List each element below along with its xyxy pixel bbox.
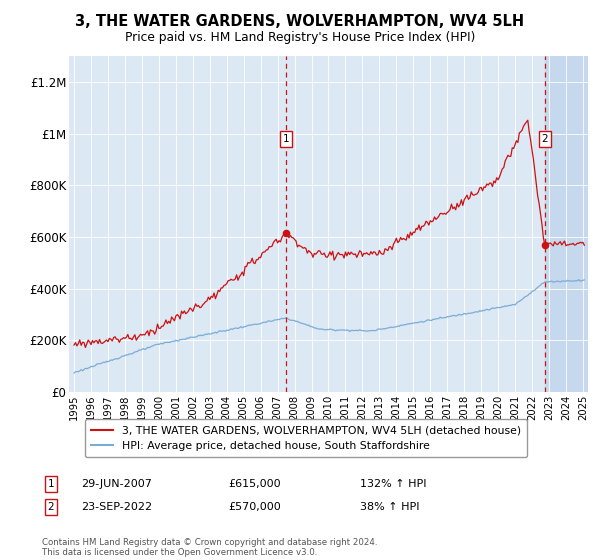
Text: £615,000: £615,000 [228, 479, 281, 489]
Text: 23-SEP-2022: 23-SEP-2022 [81, 502, 152, 512]
Bar [545, 56, 588, 392]
Text: 29-JUN-2007: 29-JUN-2007 [81, 479, 152, 489]
Text: 3, THE WATER GARDENS, WOLVERHAMPTON, WV4 5LH: 3, THE WATER GARDENS, WOLVERHAMPTON, WV4… [76, 14, 524, 29]
Text: 2: 2 [47, 502, 55, 512]
Text: 132% ↑ HPI: 132% ↑ HPI [360, 479, 427, 489]
Text: £570,000: £570,000 [228, 502, 281, 512]
Text: 38% ↑ HPI: 38% ↑ HPI [360, 502, 419, 512]
Legend: 3, THE WATER GARDENS, WOLVERHAMPTON, WV4 5LH (detached house), HPI: Average pric: 3, THE WATER GARDENS, WOLVERHAMPTON, WV4… [85, 419, 527, 458]
Text: Contains HM Land Registry data © Crown copyright and database right 2024.
This d: Contains HM Land Registry data © Crown c… [42, 538, 377, 557]
Text: 1: 1 [283, 134, 289, 144]
Text: 2: 2 [541, 134, 548, 144]
Text: 1: 1 [47, 479, 55, 489]
Text: Price paid vs. HM Land Registry's House Price Index (HPI): Price paid vs. HM Land Registry's House … [125, 31, 475, 44]
